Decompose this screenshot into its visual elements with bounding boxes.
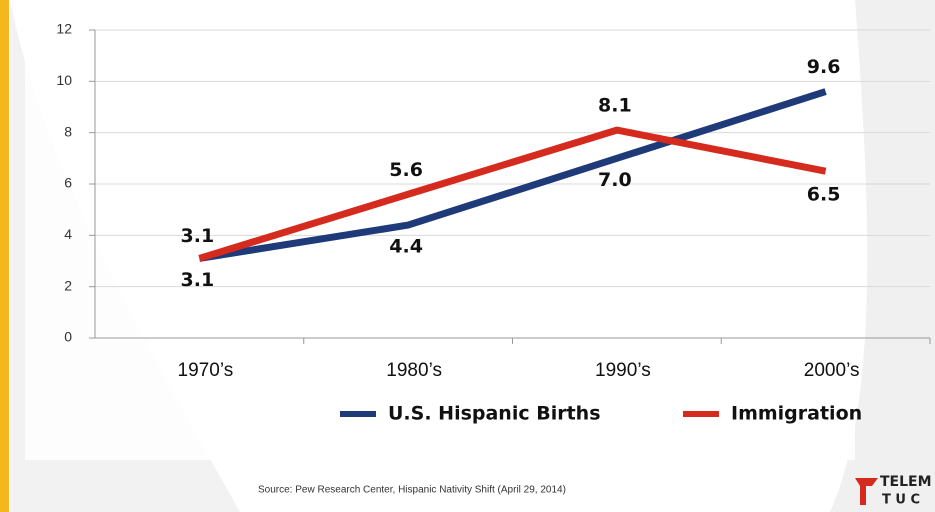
data-label: 8.1 xyxy=(598,95,632,117)
y-tick-label: 4 xyxy=(64,226,72,242)
y-tick-label: 6 xyxy=(64,175,72,191)
logo-text: T U C xyxy=(882,493,920,508)
logo-mark xyxy=(855,478,878,505)
data-label: 4.4 xyxy=(389,236,423,258)
x-tick-label: 1980’s xyxy=(386,360,442,381)
source-note: Source: Pew Research Center, Hispanic Na… xyxy=(258,485,566,496)
y-tick-label: 0 xyxy=(64,329,72,345)
decor-curve xyxy=(830,0,935,512)
y-tick-label: 12 xyxy=(56,21,72,37)
x-tick-label: 1970’s xyxy=(178,360,234,381)
data-label: 3.1 xyxy=(181,269,215,291)
x-tick-label: 1990’s xyxy=(595,360,651,381)
chart-panel xyxy=(25,0,855,460)
data-label: 5.6 xyxy=(389,159,423,181)
logo-text: TELEM xyxy=(880,474,932,490)
series-line xyxy=(198,126,827,262)
legend-label: U.S. Hispanic Births xyxy=(388,403,601,425)
y-tick-label: 2 xyxy=(64,277,72,293)
y-tick-label: 8 xyxy=(64,123,72,139)
data-label: 6.5 xyxy=(807,184,841,206)
legend-label: Immigration xyxy=(731,403,862,425)
y-tick-label: 10 xyxy=(56,72,72,88)
series-line xyxy=(198,88,827,262)
data-label: 3.1 xyxy=(181,225,215,247)
data-label: 7.0 xyxy=(598,169,632,191)
x-tick-label: 2000’s xyxy=(804,360,860,381)
accent-bar xyxy=(0,0,9,512)
data-label: 9.6 xyxy=(807,56,841,78)
